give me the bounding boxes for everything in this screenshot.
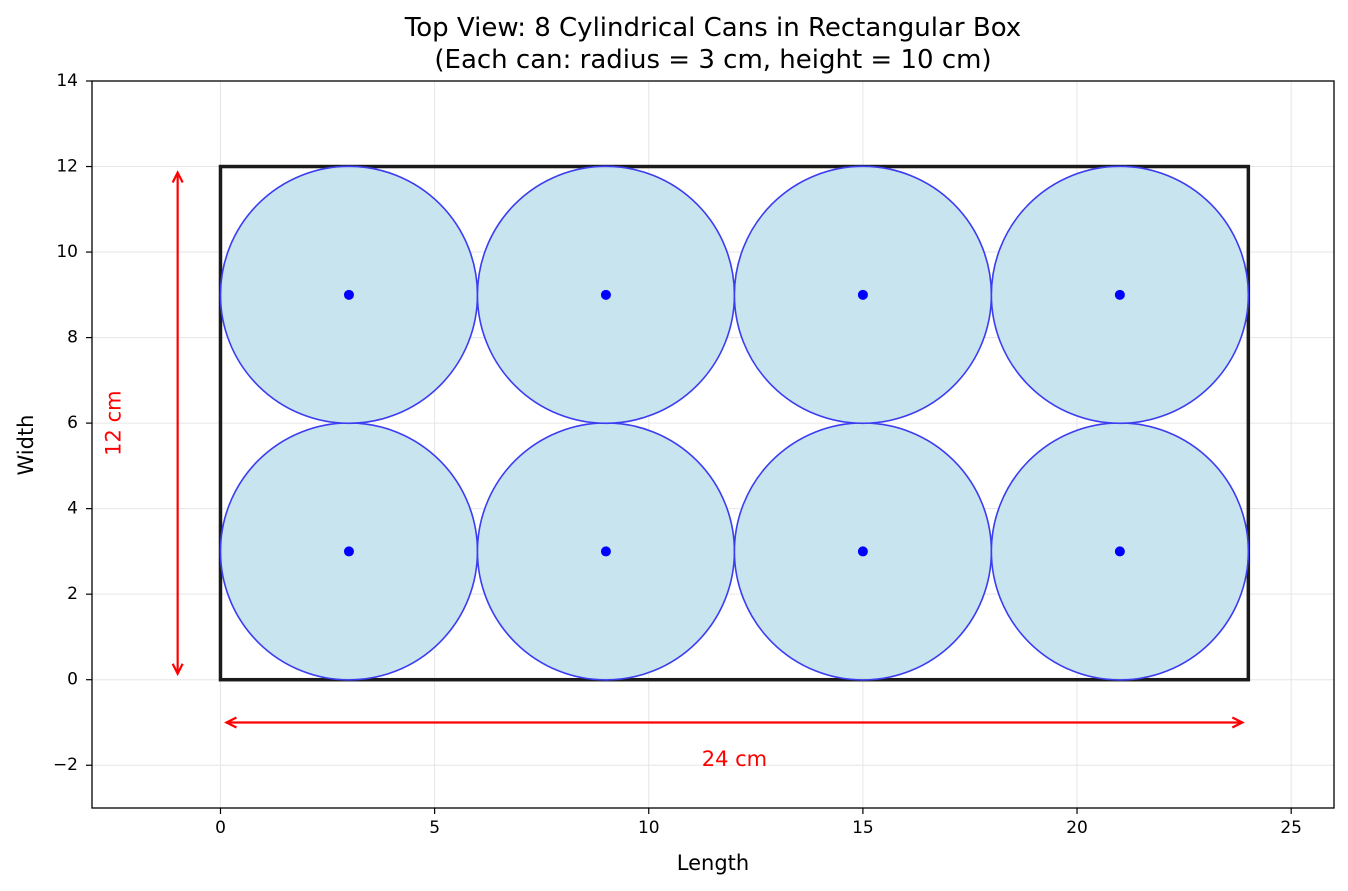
- box-outline: [218, 164, 1251, 682]
- dimension-label-horizontal: 24 cm: [702, 747, 767, 771]
- axis-ticks: 0 5 10 15 20 25 −2 0 2 4 6 8 10 12 14: [53, 71, 1302, 838]
- y-tick-label: 12: [56, 157, 78, 177]
- can-center-point: [600, 546, 611, 557]
- y-tick-label: 14: [56, 71, 78, 91]
- dimension-arrowhead: [171, 170, 184, 184]
- y-tick-label: 0: [67, 670, 78, 690]
- x-axis-label: Length: [677, 851, 749, 875]
- y-tick-label: 8: [67, 328, 78, 348]
- y-tick-label: 4: [67, 499, 78, 519]
- can-center-point: [343, 289, 354, 300]
- y-axis-label: Width: [14, 414, 38, 475]
- y-tick-label: 2: [67, 584, 78, 604]
- x-tick-label: 15: [852, 818, 874, 838]
- chart-subtitle: (Each can: radius = 3 cm, height = 10 cm…: [434, 45, 991, 75]
- chart-title: Top View: 8 Cylindrical Cans in Rectangu…: [404, 13, 1021, 43]
- x-tick-label: 5: [429, 818, 440, 838]
- can-center-point: [343, 546, 354, 557]
- can-center-point: [600, 289, 611, 300]
- can-center-point: [857, 546, 868, 557]
- dimension-arrowhead: [171, 663, 184, 677]
- can-center-point: [1114, 546, 1125, 557]
- y-tick-label: −2: [53, 755, 78, 775]
- x-tick-label: 20: [1066, 818, 1088, 838]
- dimension-arrowhead: [224, 716, 237, 729]
- can-center-point: [857, 289, 868, 300]
- y-tick-label: 10: [56, 242, 78, 262]
- x-tick-label: 25: [1280, 818, 1302, 838]
- can-center-point: [1114, 289, 1125, 300]
- plot-area: 24 cm 12 cm: [101, 164, 1251, 771]
- axes-frame: [91, 80, 1335, 809]
- dimension-label-vertical: 12 cm: [101, 390, 125, 455]
- x-tick-label: 0: [215, 818, 226, 838]
- y-tick-label: 6: [67, 413, 78, 433]
- dimension-arrowhead: [1231, 716, 1245, 729]
- x-tick-label: 10: [638, 818, 660, 838]
